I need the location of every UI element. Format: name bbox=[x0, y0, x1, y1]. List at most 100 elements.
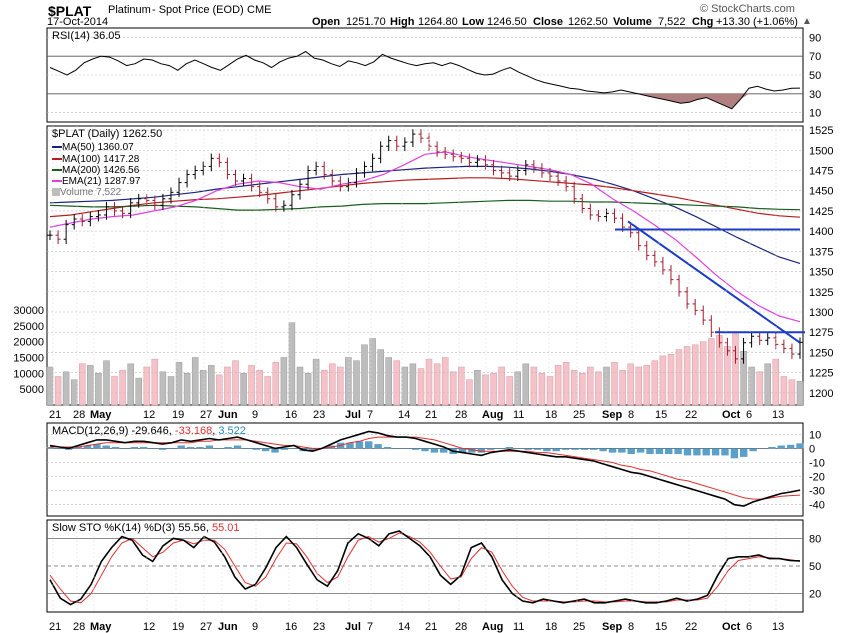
volume-bar bbox=[111, 376, 118, 406]
volume-bar bbox=[530, 366, 538, 406]
macd-histogram-bar bbox=[102, 445, 110, 449]
macd-histogram-bar bbox=[111, 447, 120, 449]
open-value: 1251.70 bbox=[346, 16, 386, 28]
date-tick-label-bottom: 6 bbox=[746, 621, 752, 633]
sto-tick-label: 50 bbox=[809, 561, 821, 573]
volume-bar bbox=[167, 376, 175, 406]
legend-volume-label: Volume 7,522 bbox=[60, 187, 122, 198]
macd-histogram-bar bbox=[149, 448, 157, 449]
macd-histogram-bar bbox=[702, 448, 710, 456]
volume-bar bbox=[708, 338, 715, 406]
date-tick-label: 7 bbox=[367, 409, 373, 421]
date-tick-label-bottom: 28 bbox=[73, 621, 85, 633]
date-tick-label: 9 bbox=[252, 409, 258, 421]
volume-bar bbox=[490, 373, 497, 406]
panel-frame-price bbox=[46, 125, 804, 406]
volume-bar bbox=[579, 373, 586, 406]
macd-histogram-bar bbox=[55, 448, 64, 449]
rsi-tick-label: 90 bbox=[809, 32, 821, 44]
date-tick-label: 18 bbox=[545, 409, 557, 421]
date-tick-label-bottom: 18 bbox=[545, 621, 557, 633]
macd-histogram-bar bbox=[768, 447, 776, 449]
macd-histogram-bar bbox=[515, 448, 523, 449]
macd-histogram-bar bbox=[721, 448, 729, 456]
volume-bar bbox=[264, 376, 271, 406]
date-tick-label: 8 bbox=[628, 409, 634, 421]
ma50-line bbox=[49, 165, 801, 264]
price-tick-label: 1425 bbox=[809, 206, 833, 218]
date-tick-label: 21 bbox=[425, 409, 437, 421]
triangle-up-icon: ▲ bbox=[802, 16, 812, 27]
volume-bar bbox=[329, 363, 336, 406]
high-label: High bbox=[390, 16, 415, 28]
macd-histogram-bar bbox=[543, 448, 551, 452]
volume-bar bbox=[95, 373, 102, 406]
volume-bar bbox=[175, 362, 183, 406]
macd-legend-v1: -29.646 bbox=[131, 425, 169, 437]
macd-histogram-bar bbox=[665, 448, 673, 454]
date-tick-label-bottom: 12 bbox=[143, 621, 155, 633]
price-tick-label: 1275 bbox=[809, 327, 833, 339]
volume-bar bbox=[659, 355, 667, 406]
date-tick-label: Aug bbox=[482, 409, 503, 421]
macd-histogram-bar bbox=[674, 448, 682, 454]
price-tick-label: 1450 bbox=[809, 186, 833, 198]
legend-ema21-label: EMA(21) 1287.97 bbox=[62, 176, 141, 187]
rsi-tick-label: 70 bbox=[809, 51, 821, 63]
volume-bar bbox=[643, 365, 651, 406]
volume-bar bbox=[232, 360, 239, 406]
volume-bar bbox=[70, 379, 78, 406]
date-tick-label-bottom: 27 bbox=[200, 621, 212, 633]
volume-bar bbox=[103, 360, 110, 406]
instrument-desc: - Spot Price (EOD) bbox=[152, 4, 244, 16]
date-tick-label-bottom: 25 bbox=[573, 621, 585, 633]
macd-histogram-bar bbox=[374, 444, 382, 449]
date-tick-label-bottom: 8 bbox=[628, 621, 634, 633]
macd-histogram-bar bbox=[308, 448, 317, 452]
volume-bar bbox=[312, 358, 320, 406]
macd-histogram-bar bbox=[477, 448, 485, 453]
macd-histogram-bar bbox=[83, 445, 92, 449]
ema21-line bbox=[49, 151, 801, 323]
macd-legend-name: MACD(12,26,9) bbox=[52, 425, 129, 437]
date-tick-label: 14 bbox=[398, 409, 410, 421]
volume-bar bbox=[369, 338, 376, 406]
date-tick-label: 22 bbox=[685, 409, 697, 421]
price-legend: $PLAT (Daily) 1262.50 bbox=[52, 128, 163, 140]
macd-histogram-bar bbox=[130, 447, 139, 449]
date-tick-label: 16 bbox=[285, 409, 297, 421]
macd-histogram-bar bbox=[627, 448, 635, 454]
volume-bar bbox=[611, 362, 618, 406]
macd-histogram-bar bbox=[280, 448, 289, 450]
volume-bar bbox=[296, 366, 304, 406]
price-tick-label: 1400 bbox=[809, 226, 833, 238]
volume-bar bbox=[764, 363, 771, 406]
legend-ma50-label: MA(50) 1360.07 bbox=[62, 142, 134, 153]
macd-histogram-bar bbox=[655, 448, 664, 454]
volume-bar bbox=[570, 369, 578, 406]
date-tick-label-bottom: 22 bbox=[685, 621, 697, 633]
macd-histogram-bar bbox=[393, 448, 401, 449]
volume-bar bbox=[87, 365, 94, 406]
instrument-name: Platinum bbox=[108, 4, 151, 16]
volume-bar bbox=[377, 349, 384, 406]
macd-histogram-bar bbox=[590, 448, 598, 450]
volume-bar bbox=[248, 365, 255, 406]
symbol-title: $PLAT bbox=[48, 3, 92, 19]
volume-bar bbox=[417, 368, 425, 406]
legend-ma200-label: MA(200) 1426.56 bbox=[62, 165, 140, 176]
rsi-line bbox=[49, 50, 801, 110]
date-tick-label-bottom: 9 bbox=[252, 621, 258, 633]
sto-legend-v1: 55.56 bbox=[178, 522, 206, 534]
macd-histogram-bar bbox=[796, 443, 804, 449]
volume-tick-label: 15000 bbox=[13, 353, 44, 365]
volume-bar bbox=[409, 363, 417, 406]
volume-bar bbox=[385, 357, 392, 406]
macd-histogram-bar bbox=[533, 448, 542, 450]
macd-histogram-bar bbox=[290, 448, 298, 449]
date-tick-label: 12 bbox=[143, 409, 155, 421]
volume-bar bbox=[54, 376, 62, 406]
volume-bar bbox=[562, 362, 570, 406]
macd-legend-v2: -33.168 bbox=[174, 425, 213, 437]
